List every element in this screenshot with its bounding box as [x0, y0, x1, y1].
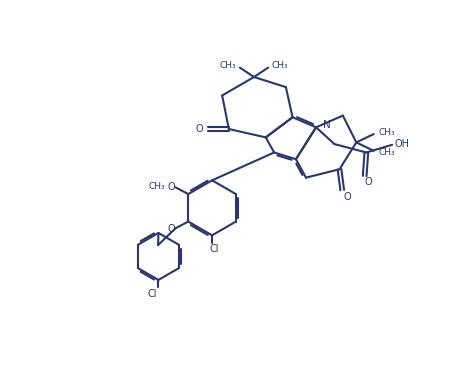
Text: O: O [167, 182, 175, 192]
Text: Cl: Cl [148, 289, 157, 299]
Text: CH₃: CH₃ [219, 62, 236, 70]
Text: OH: OH [395, 139, 410, 149]
Text: CH₃: CH₃ [379, 148, 396, 157]
Text: O: O [343, 192, 351, 202]
Text: Cl: Cl [209, 244, 218, 254]
Text: CH₃: CH₃ [272, 62, 288, 70]
Text: O: O [365, 177, 373, 187]
Text: O: O [196, 124, 203, 134]
Text: CH₃: CH₃ [379, 128, 396, 137]
Text: N: N [323, 120, 330, 130]
Text: CH₃: CH₃ [149, 182, 165, 191]
Text: O: O [167, 224, 175, 234]
